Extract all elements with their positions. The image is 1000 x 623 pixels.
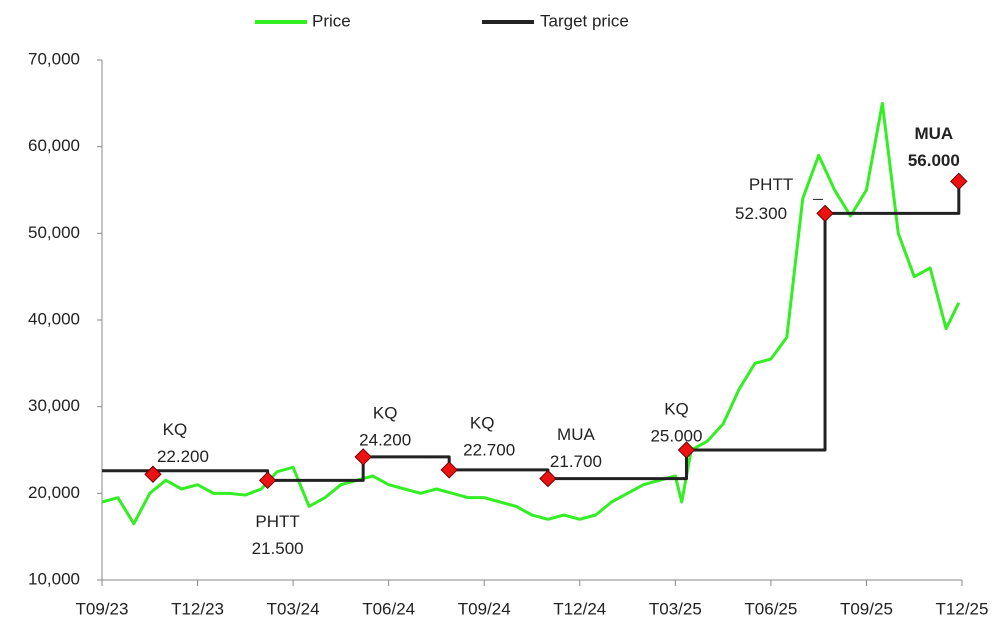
x-tick-label: T06/25 (744, 599, 797, 618)
event-marker (440, 461, 458, 479)
x-tick-label: T12/23 (171, 599, 224, 618)
y-tick-label: 50,000 (28, 223, 80, 242)
annotation-label: KQ (664, 399, 689, 418)
annotation-value: 21.700 (550, 452, 602, 471)
event-marker (677, 441, 696, 459)
annotation-value: 52.300 (735, 204, 787, 223)
x-tick-label: T03/24 (267, 599, 320, 618)
annotation-label: MUA (914, 124, 953, 143)
x-tick-label: T06/24 (362, 599, 415, 618)
y-tick-label: 10,000 (28, 569, 80, 588)
x-tick-label: T09/24 (458, 599, 511, 618)
y-tick-label: 60,000 (28, 136, 80, 155)
x-tick-label: T09/25 (840, 599, 893, 618)
annotation-label: KQ (373, 403, 398, 422)
x-tick-label: T03/25 (649, 599, 702, 618)
annotation-value: 56.000 (908, 151, 960, 170)
annotation-label: PHTT (749, 175, 793, 194)
y-tick-label: 20,000 (28, 483, 80, 502)
annotation-label: KQ (470, 413, 495, 432)
annotation-value: 21.500 (252, 539, 304, 558)
price-line (101, 101, 961, 526)
y-tick-label: 40,000 (28, 309, 80, 328)
event-marker (354, 448, 372, 466)
event-marker (950, 172, 968, 191)
y-tick-label: 30,000 (28, 396, 80, 415)
annotation-label: KQ (163, 420, 188, 439)
annotation-value: 22.200 (157, 447, 209, 466)
event-marker (539, 469, 557, 488)
legend-label: Target price (540, 11, 629, 30)
annotation-label: PHTT (255, 512, 299, 531)
annotation-value: 24.200 (359, 430, 411, 449)
x-tick-label: T12/25 (936, 599, 989, 618)
x-tick-label: T12/24 (553, 599, 606, 618)
target-line (102, 181, 961, 482)
legend-label: Price (312, 11, 351, 30)
event-marker (258, 471, 277, 490)
annotation-label: MUA (557, 425, 595, 444)
x-tick-label: T09/23 (76, 599, 129, 618)
annotation-value: 22.700 (463, 440, 515, 459)
event-marker (816, 204, 834, 223)
annotation-value: 25.000 (650, 426, 702, 445)
y-tick-label: 70,000 (28, 49, 80, 68)
event-marker (144, 465, 162, 483)
